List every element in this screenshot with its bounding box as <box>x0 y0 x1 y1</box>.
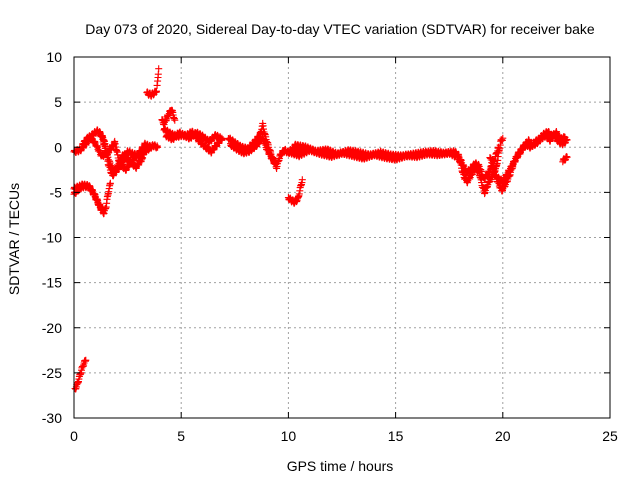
data-point-cluster <box>158 106 179 129</box>
x-tick-label: 15 <box>388 428 404 444</box>
y-tick-label: 10 <box>46 49 62 65</box>
x-axis-label: GPS time / hours <box>287 458 394 474</box>
data-point-cluster <box>70 180 107 214</box>
y-tick-label: -30 <box>42 410 62 426</box>
data-point-cluster <box>291 140 460 162</box>
x-tick-label: 25 <box>602 428 618 444</box>
x-tick-label: 5 <box>177 428 185 444</box>
data-point-cluster <box>559 153 571 166</box>
x-tick-label: 0 <box>70 428 78 444</box>
data-point-cluster <box>284 176 306 207</box>
y-tick-label: -5 <box>50 184 63 200</box>
chart-title: Day 073 of 2020, Sidereal Day-to-day VTE… <box>85 21 595 37</box>
data-point-cluster <box>71 356 90 393</box>
y-tick-label: -15 <box>42 275 62 291</box>
data-point-cluster <box>143 65 163 100</box>
y-tick-label: -25 <box>42 365 62 381</box>
x-tick-label: 20 <box>495 428 511 444</box>
data-point-cluster <box>492 130 571 187</box>
grid <box>74 57 610 418</box>
data-point-cluster <box>96 128 147 180</box>
data-point-cluster <box>454 143 502 183</box>
y-tick-label: -10 <box>42 230 62 246</box>
data-point-cluster <box>227 133 279 167</box>
axis-ticks: 0 5 10 15 20 25 -30 -25 -20 -15 -10 -5 0 5 10 <box>42 49 618 444</box>
y-tick-label: 5 <box>54 94 62 110</box>
y-axis-label: SDTVAR / TECUs <box>6 183 22 295</box>
x-tick-label: 10 <box>281 428 297 444</box>
data-points <box>70 65 571 393</box>
data-point-cluster <box>162 127 226 157</box>
y-tick-label: 0 <box>54 139 62 155</box>
y-tick-label: -20 <box>42 320 62 336</box>
